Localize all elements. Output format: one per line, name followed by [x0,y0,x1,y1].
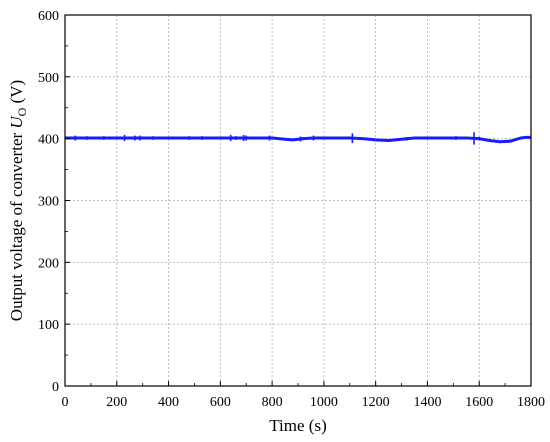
x-tick-label: 1200 [362,395,390,410]
x-tick-label: 1000 [310,395,338,410]
x-axis-label: Time (s) [269,416,326,435]
x-tick-label: 800 [262,395,283,410]
voltage-line [65,135,531,144]
voltage-series [65,132,531,145]
x-tick-labels: 0 200 400 600 800 1000 1200 1400 1600 1800 [62,395,546,410]
y-axis-label-unit: (V) [7,80,26,108]
x-tick-label: 1800 [517,395,545,410]
y-axis-label-subscript: O [15,107,29,116]
y-tick-label: 200 [38,256,59,271]
y-tick-label: 500 [38,71,59,86]
y-tick-labels: 0 100 200 300 400 500 600 [38,9,59,395]
x-tick-label: 0 [62,395,69,410]
y-tick-label: 600 [38,9,59,24]
y-axis-label-symbol: U [7,115,26,129]
x-tick-label: 1600 [465,395,493,410]
y-tick-label: 0 [52,380,59,395]
y-tick-label: 400 [38,133,59,148]
x-tick-label: 200 [106,395,127,410]
x-tick-label: 400 [158,395,179,410]
x-tick-label: 1400 [413,395,441,410]
axis-ticks [64,14,532,387]
y-tick-label: 100 [38,318,59,333]
y-axis-label: Output voltage of converter UO (V) [7,80,29,321]
y-tick-label: 300 [38,195,59,210]
x-tick-label: 600 [210,395,231,410]
y-axis-label-prefix: Output voltage of converter [7,129,26,322]
grid-lines [65,15,531,386]
